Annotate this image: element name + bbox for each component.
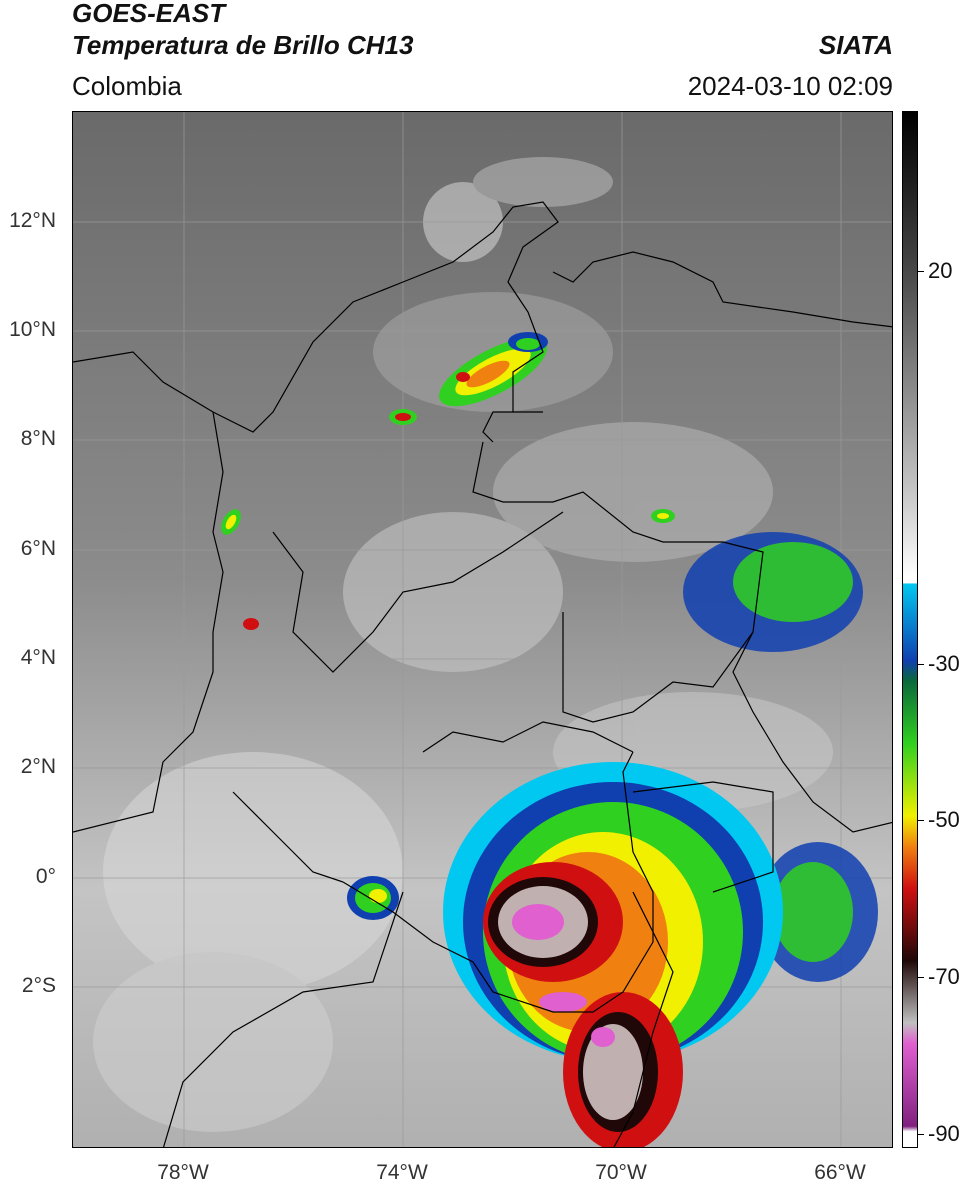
region-label: Colombia (72, 71, 182, 101)
lon-label-74w: 74°W (376, 1161, 428, 1184)
title-line-1: GOES-EAST (72, 0, 226, 28)
lat-label-2s: 2°S (21, 974, 56, 997)
lon-label-66w: 66°W (814, 1161, 866, 1184)
lat-label-10n: 10°N (9, 318, 56, 341)
colorbar-label-m30: -30 (928, 651, 960, 676)
timestamp-label: 2024-03-10 02:09 (687, 71, 893, 101)
colorbar-tick-20 (918, 271, 924, 272)
colorbar-label-m90: -90 (928, 1121, 960, 1146)
colorbar-label-m50: -50 (928, 807, 960, 832)
lat-label-12n: 12°N (9, 209, 56, 232)
lat-label-2n: 2°N (20, 755, 56, 778)
lat-label-0: 0° (35, 865, 56, 888)
colorbar-label-m70: -70 (928, 964, 960, 989)
colorbar-tick-m70 (918, 977, 924, 978)
colorbar-tick-m50 (918, 820, 924, 821)
lon-label-78w: 78°W (157, 1161, 209, 1184)
colorbar-tick-m90 (918, 1134, 924, 1135)
convective-cells (221, 332, 878, 1147)
lat-label-8n: 8°N (20, 427, 56, 450)
colorbar-label-20: 20 (928, 258, 953, 283)
satellite-map (72, 111, 893, 1148)
colorbar-tick-m30 (918, 664, 924, 665)
colorbar (902, 111, 918, 1148)
lat-label-4n: 4°N (20, 646, 56, 669)
lat-label-6n: 6°N (20, 537, 56, 560)
boundaries (73, 201, 892, 1147)
lon-label-70w: 70°W (595, 1161, 647, 1184)
satellite-imagery (73, 112, 892, 1147)
title-line-2: Temperatura de Brillo CH13 (72, 30, 414, 60)
organization-label: SIATA (818, 30, 893, 60)
